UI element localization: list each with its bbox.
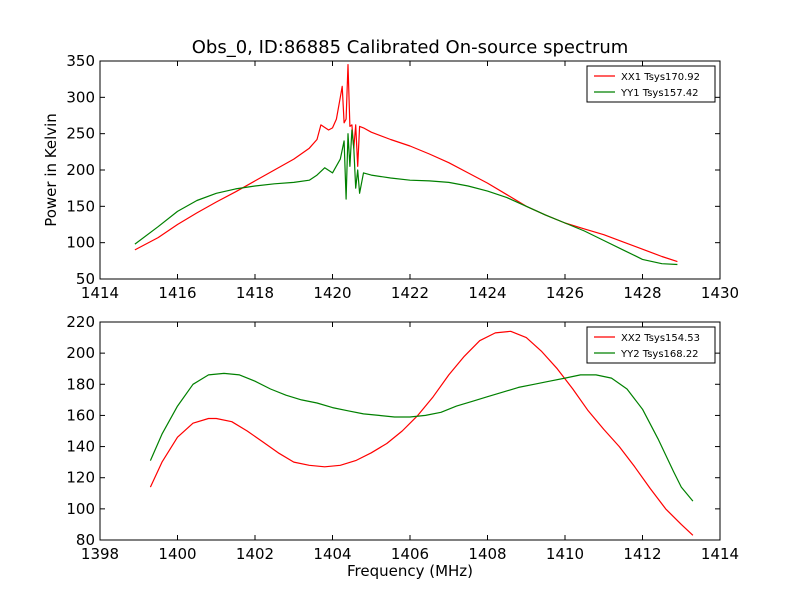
legend-label: XX2 Tsys154.53: [621, 333, 700, 344]
y-tick-label: 100: [66, 234, 95, 252]
y-tick-label: 250: [66, 125, 95, 143]
legend-box: [586, 65, 716, 103]
bottom-plot: 1398 1400 1402 1404 1406 1408 1410 1412 1414 80 10…: [66, 313, 739, 580]
x-tick-label: 1412: [623, 545, 661, 563]
x-tick-label: 1402: [236, 545, 274, 563]
legend: XX1 Tsys170.92 YY1 Tsys157.42: [586, 65, 716, 103]
y-tick-label: 180: [66, 375, 95, 393]
y-tick-label: 80: [76, 531, 95, 549]
x-tick-label: 1422: [391, 284, 429, 302]
x-tick-label: 1416: [158, 284, 196, 302]
y-tick-label: 50: [76, 270, 95, 288]
x-tick-label: 1424: [468, 284, 506, 302]
x-tick-label: 1404: [313, 545, 351, 563]
y-tick-label: 350: [66, 52, 95, 70]
legend-label: YY1 Tsys157.42: [620, 88, 699, 99]
series-line-2: [134, 129, 678, 266]
y-tick-label: 160: [66, 406, 95, 424]
x-tick-label: 1430: [701, 284, 739, 302]
y-tick-label: 300: [66, 88, 95, 106]
x-tick-label: 1414: [81, 284, 119, 302]
series-line-2: [149, 372, 694, 502]
x-tick-label: 1418: [236, 284, 274, 302]
series-line-1: [149, 330, 694, 536]
legend: XX2 Tsys154.53 YY2 Tsys168.22: [586, 326, 716, 364]
legend-label: XX1 Tsys170.92: [621, 72, 700, 83]
y-axis-label: Power in Kelvin: [42, 113, 60, 227]
figure-title: Obs_0, ID:86885 Calibrated On-source spe…: [192, 37, 629, 58]
x-tick-label: 1408: [468, 545, 506, 563]
x-tick-label: 1428: [623, 284, 661, 302]
x-tick-label: 1410: [546, 545, 584, 563]
x-tick-label: 1400: [158, 545, 196, 563]
y-tick-label: 200: [66, 161, 95, 179]
y-tick-label: 120: [66, 469, 95, 487]
legend-box: [586, 326, 716, 364]
x-tick-label: 1406: [391, 545, 429, 563]
x-tick-label: 1414: [701, 545, 739, 563]
y-tick-label: 140: [66, 438, 95, 456]
y-tick-label: 150: [66, 197, 95, 215]
y-tick-label: 100: [66, 500, 95, 518]
x-tick-label: 1398: [81, 545, 119, 563]
y-tick-label: 220: [66, 313, 95, 331]
x-tick-label: 1426: [546, 284, 584, 302]
y-tick-label: 200: [66, 344, 95, 362]
x-axis-label: Frequency (MHz): [347, 562, 473, 580]
x-tick-label: 1420: [313, 284, 351, 302]
legend-label: YY2 Tsys168.22: [620, 349, 699, 360]
top-plot: 1414 1416 1418 1420 1422 1424 1426 1428 1430 50 10…: [42, 52, 739, 302]
